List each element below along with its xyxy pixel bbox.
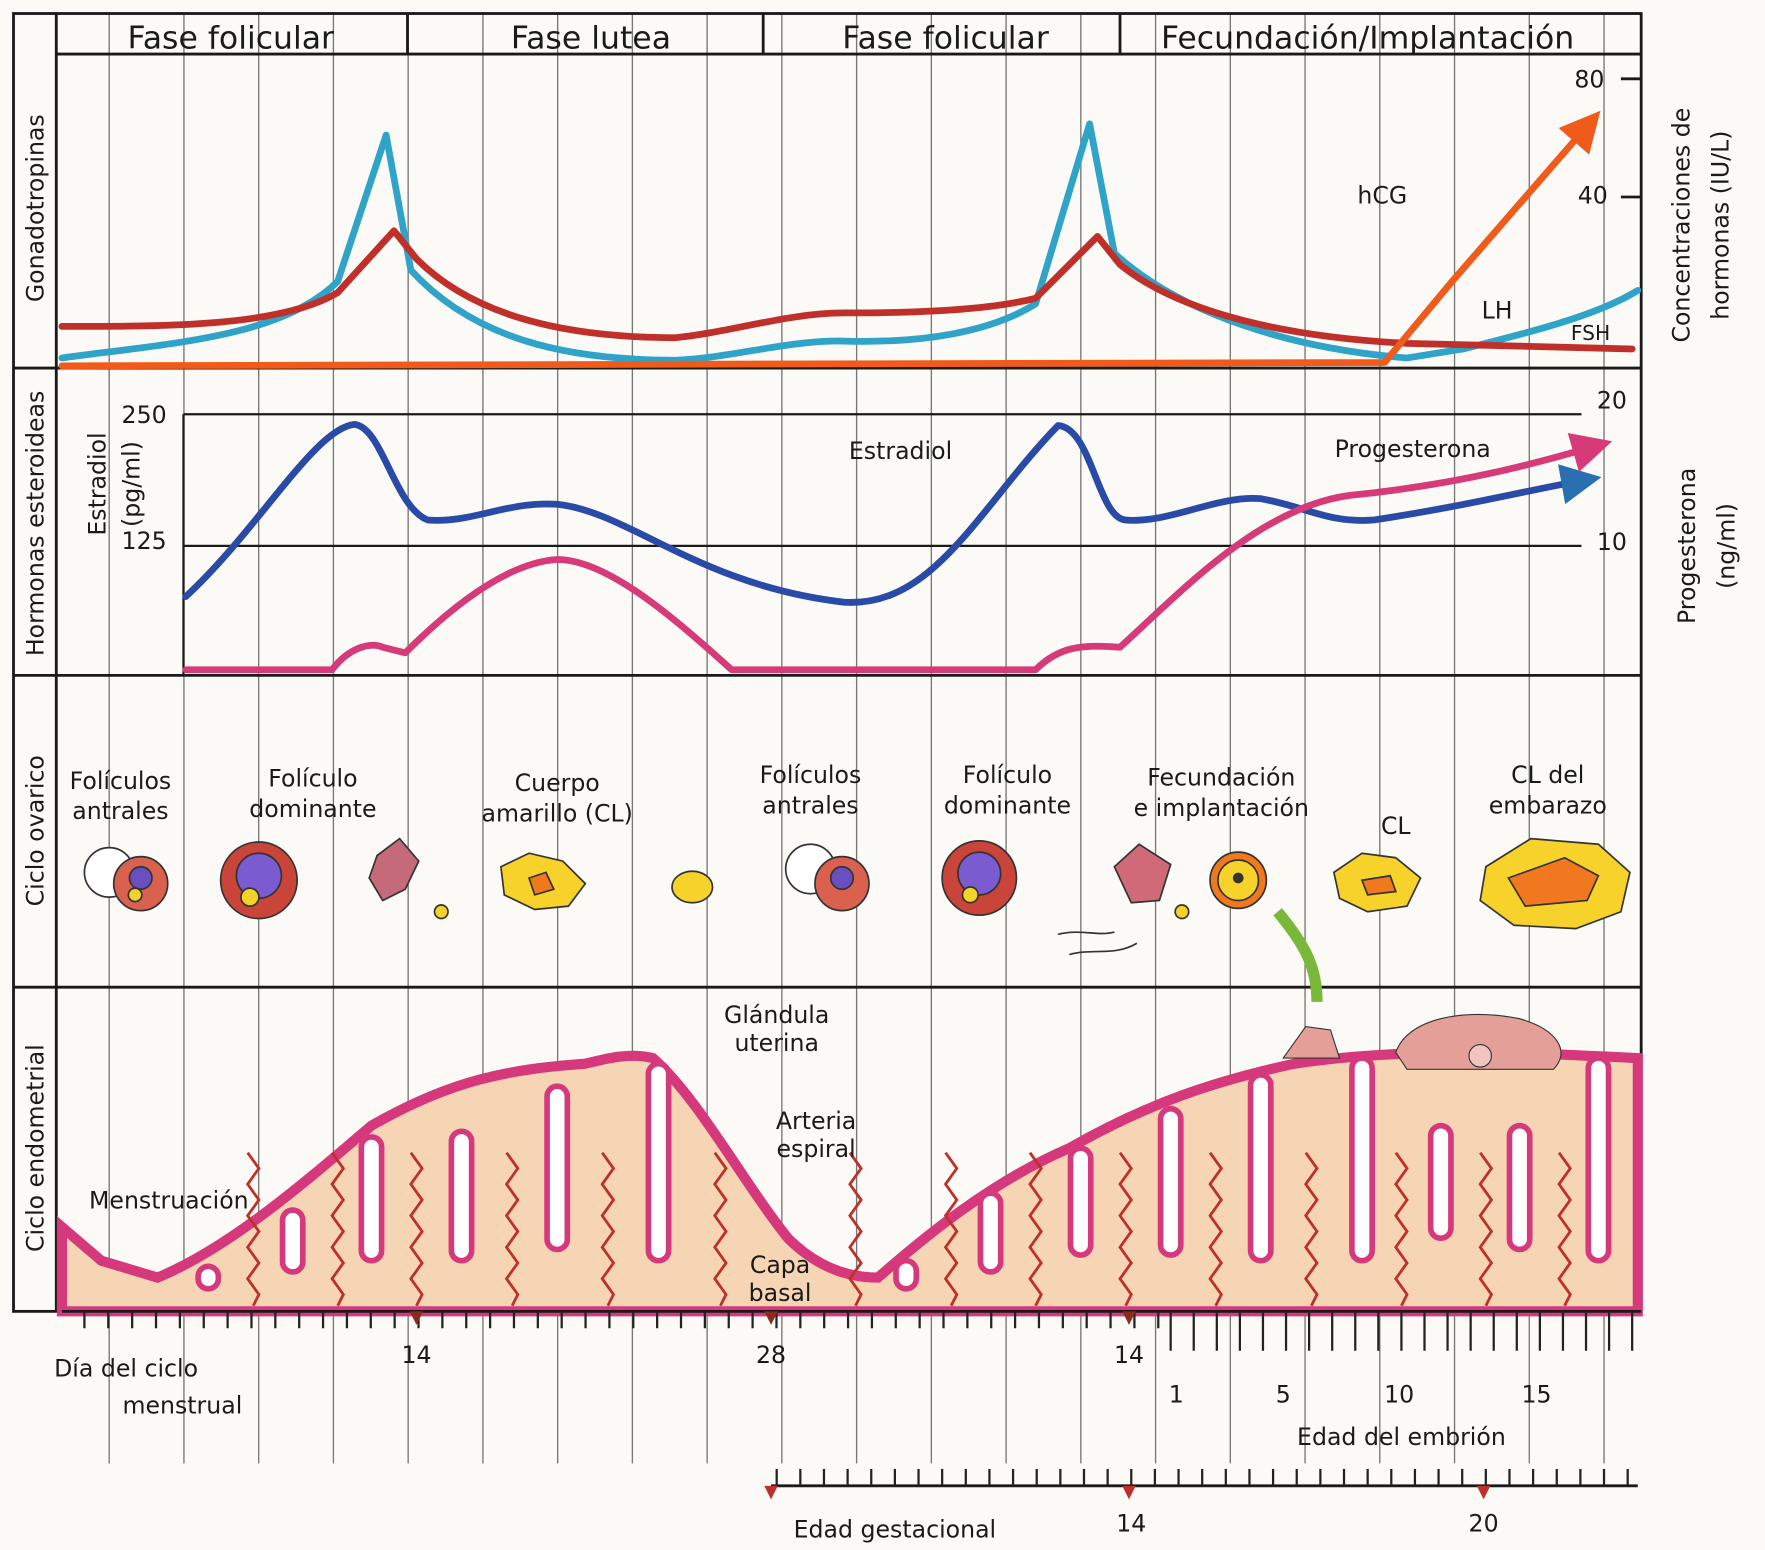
axis-title: Día del ciclo xyxy=(54,1354,198,1382)
gland xyxy=(451,1131,471,1260)
gland xyxy=(283,1210,303,1272)
axis-tick-label: 15 xyxy=(1521,1380,1551,1408)
gland xyxy=(648,1064,668,1261)
axis-tick-label: 10 xyxy=(1384,1380,1414,1408)
axis-tick-label: 20 xyxy=(1469,1510,1499,1538)
ovarian-label: Folículo xyxy=(963,761,1052,789)
axis-title: Edad gestacional xyxy=(794,1515,997,1543)
hormone-label: FSH xyxy=(1571,321,1610,345)
hormone-label: hCG xyxy=(1357,181,1407,209)
axis-title: Concentraciones de xyxy=(1667,108,1695,343)
ovarian-label: antrales xyxy=(72,797,168,825)
axis-marker xyxy=(1122,1486,1136,1500)
page: {"phases": ["Fase folicular", "Fase lute… xyxy=(0,0,1765,1550)
gland xyxy=(1070,1148,1090,1255)
endometrial-label: uterina xyxy=(734,1029,819,1057)
gland xyxy=(1352,1058,1372,1261)
gland xyxy=(1161,1109,1181,1255)
axis-title: Edad del embrión xyxy=(1297,1423,1506,1451)
axis-tick-label: 125 xyxy=(122,527,167,555)
hcg-curve xyxy=(62,126,1587,366)
endometrial-label: Glándula xyxy=(724,1001,829,1029)
axis-marker xyxy=(410,1311,424,1325)
gland xyxy=(361,1137,381,1261)
axis-title: Estradiol xyxy=(84,432,112,535)
axis-title: menstrual xyxy=(122,1392,242,1420)
axis-title: (ng/ml) xyxy=(1712,503,1740,589)
axis-tick-label: 10 xyxy=(1597,528,1627,556)
axis-tick-label: 20 xyxy=(1597,386,1627,414)
gland xyxy=(198,1266,218,1289)
endometrial-label: espiral xyxy=(777,1135,856,1163)
endometrial-label: Menstruación xyxy=(89,1187,249,1215)
axis-tick-label: 1 xyxy=(1169,1380,1184,1408)
gland xyxy=(980,1193,1000,1272)
lh-curve xyxy=(62,231,1632,349)
ovarian-label: embarazo xyxy=(1489,792,1607,820)
fsh-curve xyxy=(62,124,1638,360)
hormone-label: Estradiol xyxy=(849,437,952,465)
gland xyxy=(1588,1058,1608,1261)
ovarian-label: dominante xyxy=(249,795,376,823)
ovarian-label: e implantación xyxy=(1134,794,1309,822)
phase-label: Fase folicular xyxy=(128,20,335,56)
phase-label: Fecundación/Implantación xyxy=(1161,20,1574,56)
axis-marker xyxy=(764,1486,778,1500)
axis-tick-label: 14 xyxy=(1114,1341,1144,1369)
axis-tick-label: 40 xyxy=(1578,181,1608,209)
axis-tick-label: 80 xyxy=(1574,66,1604,94)
axis-title: Progesterona xyxy=(1673,468,1701,624)
gland xyxy=(1509,1126,1529,1250)
axis-tick-label: 250 xyxy=(122,401,167,429)
ovarian-label: antrales xyxy=(762,792,858,820)
axis-tick-label: 14 xyxy=(1116,1510,1146,1538)
ovarian-label: Folículo xyxy=(268,765,357,793)
row-label: Hormonas esteroideas xyxy=(22,391,50,656)
hormone-label: Progesterona xyxy=(1335,435,1491,463)
gland xyxy=(896,1261,916,1289)
endometrial-label: Arteria xyxy=(776,1107,856,1135)
endometrial-label: basal xyxy=(749,1279,812,1307)
axis-title: (pg/ml) xyxy=(117,441,145,527)
ovarian-label: CL del xyxy=(1511,761,1584,789)
row-label: Ciclo endometrial xyxy=(22,1044,50,1252)
gland xyxy=(1431,1126,1451,1239)
axis-tick-label: 5 xyxy=(1276,1380,1291,1408)
ovarian-label: dominante xyxy=(944,792,1071,820)
endometrial-label: Capa xyxy=(750,1251,810,1279)
diagram: Fase folicular Fase lutea Fase folicular Fe… xyxy=(0,0,1765,1550)
ovarian-label: Fecundación xyxy=(1147,763,1295,791)
gland xyxy=(1251,1075,1271,1261)
ovarian-label: Folículos xyxy=(760,761,862,789)
axis-marker xyxy=(1477,1486,1491,1500)
endometrium xyxy=(62,1014,1638,1311)
ovarian-label: Cuerpo xyxy=(515,769,600,797)
phase-label: Fase lutea xyxy=(511,20,671,56)
ovarian-label: Folículos xyxy=(70,767,172,795)
gland xyxy=(547,1086,567,1249)
ovarian-label: amarillo (CL) xyxy=(481,799,632,827)
row-label: Ciclo ovarico xyxy=(22,755,50,906)
axis-tick-label: 28 xyxy=(756,1341,786,1369)
gonadotropin-curves xyxy=(62,124,1638,366)
phase-label: Fase folicular xyxy=(842,20,1049,56)
row-label: Gonadotropinas xyxy=(22,114,50,302)
hormone-label: LH xyxy=(1482,296,1513,324)
ovarian-label: CL xyxy=(1381,812,1411,840)
axis-tick-label: 14 xyxy=(401,1341,431,1369)
axis-title: hormonas (IU/L) xyxy=(1707,130,1735,319)
